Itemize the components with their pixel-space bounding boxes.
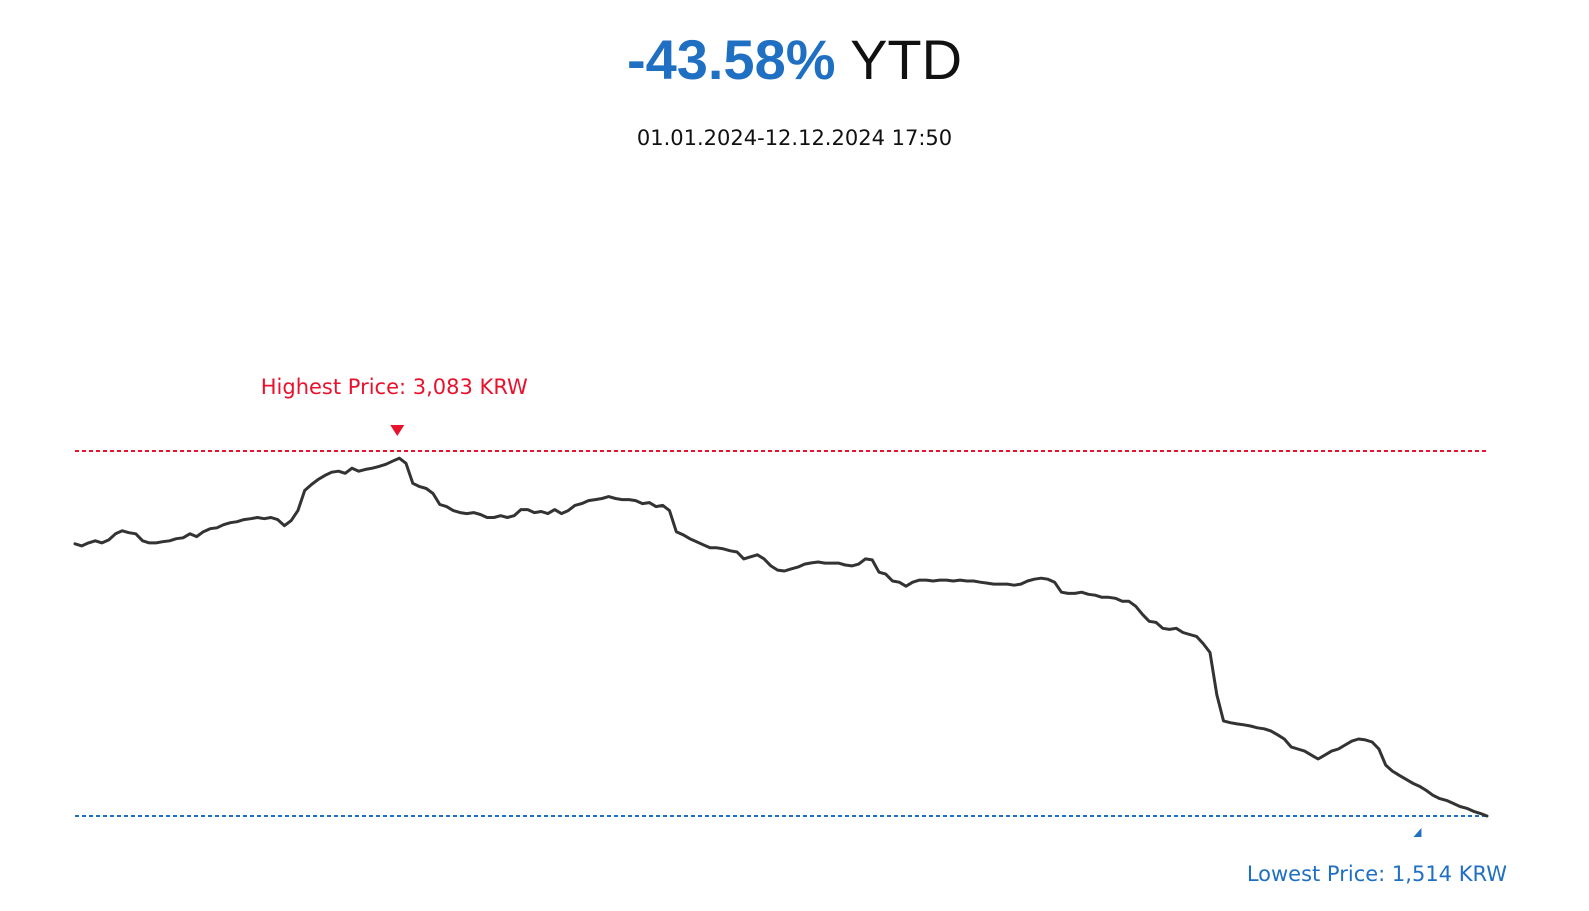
ytd-period-label: YTD	[850, 28, 963, 91]
lowest-price-label: Lowest Price: 1,514 KRW	[1247, 862, 1507, 886]
ytd-change-value: -43.58%	[626, 28, 836, 91]
highest-price-label: Highest Price: 3,083 KRW	[261, 375, 528, 399]
price-series-line	[73, 456, 1489, 818]
highest-price-marker	[390, 425, 405, 436]
chart-title: -43.58% YTD	[0, 32, 1589, 88]
lowest-price-marker	[1413, 828, 1422, 837]
date-range: 01.01.2024-12.12.2024 17:50	[636, 126, 953, 150]
